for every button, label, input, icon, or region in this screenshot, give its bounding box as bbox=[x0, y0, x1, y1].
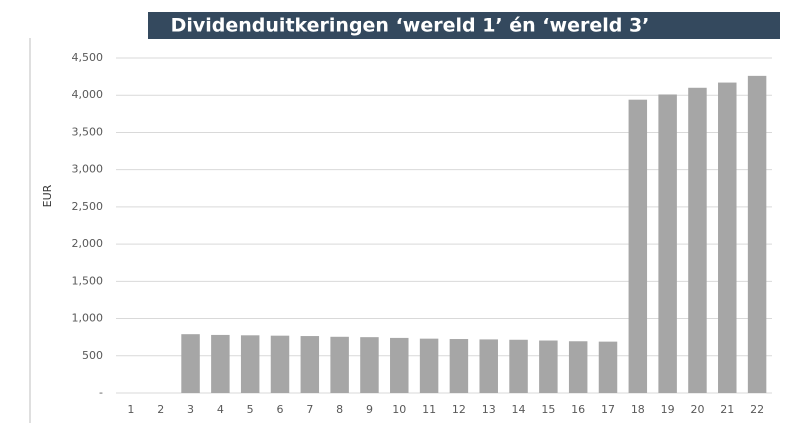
x-tick-label: 10 bbox=[392, 403, 406, 416]
x-tick-label: 5 bbox=[247, 403, 254, 416]
bar bbox=[628, 99, 648, 393]
x-tick-label: 17 bbox=[601, 403, 615, 416]
bar bbox=[419, 338, 439, 393]
bar bbox=[479, 339, 498, 393]
bar bbox=[211, 334, 230, 393]
bar bbox=[539, 340, 558, 393]
y-axis-label: EUR bbox=[41, 184, 54, 207]
x-tick-label: 16 bbox=[571, 403, 585, 416]
bar bbox=[181, 334, 200, 393]
y-tick-label: 1,000 bbox=[72, 312, 104, 325]
x-tick-label: 1 bbox=[127, 403, 134, 416]
bar bbox=[658, 94, 677, 393]
bar bbox=[449, 339, 469, 393]
x-tick-label: 18 bbox=[631, 403, 645, 416]
x-tick-label: 2 bbox=[157, 403, 164, 416]
chart-title: Dividenduitkeringen ‘wereld 1’ én ‘werel… bbox=[171, 15, 650, 37]
bar bbox=[330, 336, 349, 393]
x-tick-label: 21 bbox=[720, 403, 734, 416]
bar bbox=[688, 87, 707, 394]
bar bbox=[240, 335, 260, 393]
y-tick-label: 2,000 bbox=[72, 237, 104, 250]
bar bbox=[300, 336, 320, 393]
bar bbox=[509, 339, 528, 393]
x-tick-label: 20 bbox=[690, 403, 704, 416]
bar bbox=[390, 337, 409, 393]
x-tick-label: 15 bbox=[541, 403, 555, 416]
y-tick-label: 3,500 bbox=[72, 125, 104, 138]
y-tick-label: 1,500 bbox=[72, 274, 104, 287]
x-tick-label: 4 bbox=[217, 403, 224, 416]
y-tick-label: 3,000 bbox=[72, 163, 104, 176]
y-tick-label: 4,000 bbox=[72, 88, 104, 101]
y-tick-label: - bbox=[99, 386, 103, 399]
title-banner bbox=[148, 12, 780, 39]
x-tick-label: 8 bbox=[336, 403, 343, 416]
x-tick-label: 13 bbox=[482, 403, 496, 416]
x-tick-label: 3 bbox=[187, 403, 194, 416]
y-tick-label: 2,500 bbox=[72, 200, 104, 213]
x-tick-label: 11 bbox=[422, 403, 436, 416]
y-tick-label: 4,500 bbox=[72, 51, 104, 64]
bar bbox=[747, 75, 767, 393]
bar bbox=[598, 341, 618, 393]
x-tick-label: 7 bbox=[306, 403, 313, 416]
bar bbox=[360, 337, 379, 393]
x-tick-label: 12 bbox=[452, 403, 466, 416]
x-tick-label: 9 bbox=[366, 403, 373, 416]
x-tick-label: 22 bbox=[750, 403, 764, 416]
y-tick-label: 500 bbox=[82, 349, 103, 362]
x-tick-label: 6 bbox=[277, 403, 284, 416]
x-tick-label: 19 bbox=[661, 403, 675, 416]
bar bbox=[718, 82, 737, 394]
x-tick-label: 14 bbox=[512, 403, 526, 416]
bar bbox=[568, 341, 588, 393]
bar bbox=[270, 335, 290, 393]
